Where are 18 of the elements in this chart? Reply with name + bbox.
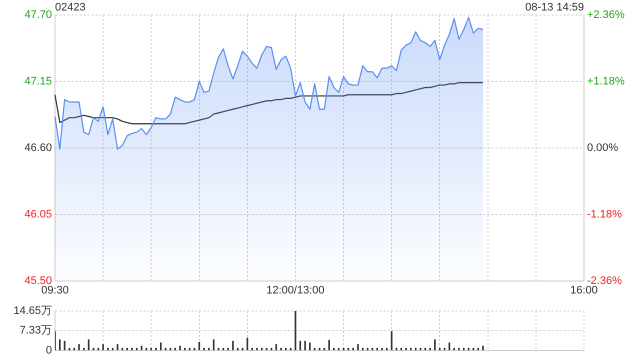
y2-tick-label: +1.18% — [587, 75, 625, 88]
y-tick-label: 0 — [46, 344, 52, 356]
y-tick-label: 46.05 — [24, 208, 52, 220]
chart-title: 02423 — [55, 2, 86, 14]
y-tick-label: 45.50 — [24, 274, 52, 287]
text: 08-13 14:59 — [525, 2, 584, 14]
y2-tick-label: 0.00% — [587, 142, 618, 154]
x-tick-label: 16:00 — [570, 284, 598, 296]
y-tick-label: 46.60 — [24, 142, 52, 154]
y-tick-label: 47.15 — [24, 75, 52, 88]
y-tick-label: 14.65万 — [13, 305, 52, 318]
x-tick-label: 09:30 — [41, 284, 69, 296]
y-tick-label: 47.70 — [24, 9, 52, 22]
y2-tick-label: -2.36% — [587, 274, 622, 287]
y2-tick-label: -1.18% — [587, 208, 622, 220]
x-tick-label: 12:00/13:00 — [266, 284, 325, 296]
y2-tick-label: +2.36% — [587, 9, 625, 22]
y-tick-label: 7.33万 — [20, 324, 52, 337]
